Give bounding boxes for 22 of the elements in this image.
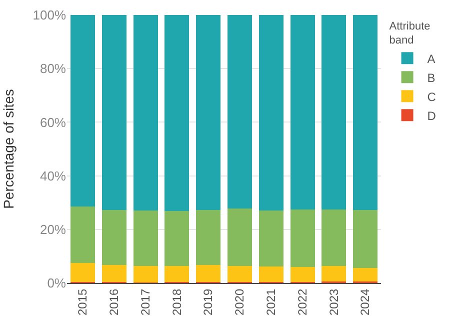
- y-tick-label: 60%: [40, 114, 66, 130]
- legend-label: B: [427, 70, 436, 85]
- legend-label: A: [427, 52, 436, 66]
- x-tick-label: 2017: [138, 288, 152, 316]
- x-tick-label: 2023: [326, 288, 341, 316]
- x-tick-label: 2015: [76, 288, 90, 316]
- x-tick-label: 2018: [170, 288, 184, 316]
- y-tick-label: 20%: [40, 222, 66, 237]
- x-tick-label: 2024: [358, 288, 372, 316]
- legend-label: D: [427, 108, 436, 123]
- legend-title: Attribute band: [389, 20, 430, 47]
- legend-label: C: [427, 90, 436, 104]
- y-tick-label: 0%: [47, 276, 66, 291]
- y-tick-label: 40%: [40, 168, 66, 184]
- y-axis-title: Percentage of sites: [0, 89, 16, 209]
- x-tick-label: 2019: [201, 288, 216, 316]
- y-tick-label: 80%: [40, 61, 66, 76]
- x-tick-label: 2021: [264, 288, 278, 316]
- x-tick-label: 2022: [295, 288, 310, 316]
- y-tick-label: 100%: [32, 8, 66, 23]
- x-tick-label: 2020: [232, 288, 247, 316]
- x-tick-label: 2016: [107, 288, 121, 316]
